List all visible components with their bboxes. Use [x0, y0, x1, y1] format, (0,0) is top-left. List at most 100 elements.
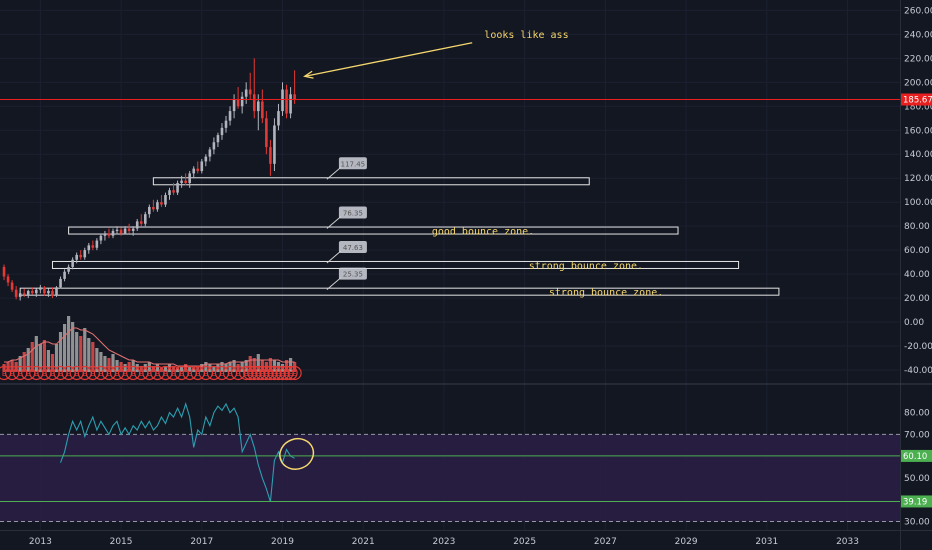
event-marker-letter: E: [228, 370, 232, 378]
event-marker: [109, 365, 125, 381]
event-marker: [255, 365, 270, 381]
indicator-tick-label: 30.00: [904, 517, 930, 527]
event-marker: [21, 365, 36, 381]
event-marker: [69, 365, 84, 381]
candle-body: [6, 276, 10, 283]
level-note: good bounce zone.: [432, 227, 534, 238]
event-marker: [271, 365, 286, 381]
event-marker: [283, 365, 298, 381]
candle-body: [188, 173, 191, 184]
event-marker: [45, 365, 60, 381]
price-tick-label: 60.00: [904, 246, 930, 256]
candle-body: [99, 235, 103, 241]
candle-body: [236, 99, 240, 107]
event-marker-letter: E: [179, 370, 183, 378]
event-marker-letter: E: [131, 370, 135, 378]
price-tick-label: -40.00: [904, 366, 932, 376]
event-marker: [259, 365, 274, 381]
volume-bar: [18, 356, 22, 372]
event-marker-letter: E: [256, 370, 260, 378]
volume-bar: [2, 364, 6, 372]
level-badge-pointer: [326, 216, 342, 229]
level-zones[interactable]: 117.45 76.35 good bounce zone. 47.63 strong …: [19, 157, 780, 299]
event-marker: [85, 365, 100, 381]
rsi-level-badge: [901, 449, 932, 462]
event-marker-letter: E: [292, 370, 296, 378]
volume-bar: [46, 350, 51, 372]
volume-bar: [240, 362, 244, 372]
event-marker: [287, 365, 302, 381]
candle-body: [204, 156, 208, 162]
candle-body: [208, 149, 212, 157]
event-marker: [158, 365, 173, 381]
candle-body: [148, 206, 151, 215]
last-price-badge-label: 185.67: [903, 95, 932, 105]
level-zone-box: [152, 177, 590, 186]
candle-body: [281, 89, 284, 112]
event-marker-letter: E: [220, 370, 224, 378]
event-marker: [222, 365, 238, 381]
event-marker-letter: E: [212, 370, 216, 378]
candle-body: [273, 125, 276, 164]
event-marker: [53, 365, 68, 381]
event-marker-letter: E: [74, 370, 78, 378]
event-marker-letter: E: [196, 370, 200, 378]
event-marker-letter: E: [244, 370, 248, 378]
volume-bar: [75, 332, 79, 372]
volume-bar: [26, 348, 30, 372]
candle-body: [2, 266, 6, 277]
level-badge-pointer: [326, 250, 342, 264]
volume-bar: [14, 362, 18, 372]
volume-bar: [252, 358, 256, 372]
level-note: strong bounce zone.: [529, 261, 643, 272]
event-marker: [239, 365, 254, 381]
event-marker-letter: E: [284, 370, 288, 378]
rsi-level-badge-label: 60.10: [903, 452, 927, 462]
candle-body: [127, 228, 131, 231]
volume-bar: [83, 328, 87, 372]
annotations[interactable]: looks like ass: [0, 30, 900, 100]
volume-bar: [256, 354, 260, 372]
candle-body: [224, 120, 228, 128]
event-marker: [279, 365, 294, 381]
volume-bar: [22, 352, 26, 372]
rsi-level-badge-label: 39.19: [903, 497, 927, 507]
candle-body: [71, 259, 74, 267]
volume-bar: [196, 366, 200, 372]
event-marker-letter: E: [280, 370, 284, 378]
event-marker: [275, 365, 290, 381]
price-tick-label: -20.00: [904, 342, 932, 352]
price-tick-label: 40.00: [904, 270, 930, 280]
event-marker-letter: E: [276, 370, 280, 378]
event-marker-letter: E: [147, 370, 151, 378]
candle-body: [172, 190, 175, 193]
volume-bar: [151, 366, 155, 372]
volume-bar: [30, 342, 34, 372]
candle-body: [164, 194, 167, 205]
candle-body: [51, 290, 54, 296]
last-price-badge: [901, 93, 932, 106]
time-tick-label: 2025: [513, 537, 536, 547]
event-marker: [190, 365, 205, 381]
volume-bar: [50, 354, 55, 372]
event-marker: [263, 365, 278, 381]
time-tick-label: 2013: [29, 537, 52, 547]
candle-body: [111, 230, 115, 236]
event-marker-letter: E: [10, 370, 14, 378]
candle-body: [14, 289, 18, 297]
annotation-text: looks like ass: [484, 30, 568, 41]
axes: 260.00 240.00 220.00 200.00 180.00 160.00 140.…: [29, 6, 932, 547]
candle-body: [256, 101, 260, 112]
rsi-pane: [0, 402, 900, 503]
volume-bar: [288, 358, 293, 372]
candle-body: [228, 111, 232, 121]
volume-bar: [38, 344, 42, 372]
candle-body: [293, 94, 296, 100]
volume-bar: [180, 366, 184, 372]
candle-body: [216, 135, 220, 143]
event-marker: [231, 365, 246, 381]
event-marker-letter: E: [248, 370, 252, 378]
event-marker-letter: E: [204, 370, 208, 378]
